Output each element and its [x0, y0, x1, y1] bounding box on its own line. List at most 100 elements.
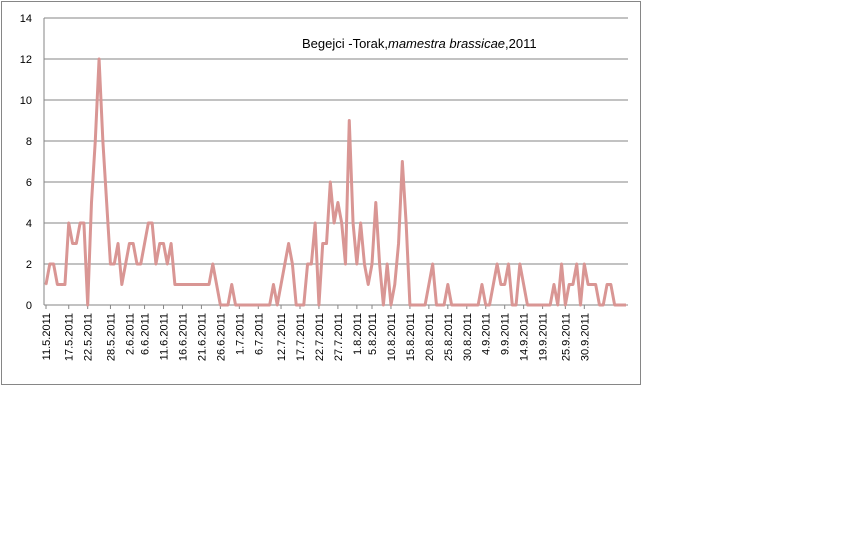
y-tick-label: 0 [26, 300, 32, 312]
data-point [60, 283, 62, 286]
x-tick-label: 14.9.2011 [519, 313, 531, 361]
data-point [424, 304, 426, 306]
gridlines [43, 17, 628, 306]
data-point [102, 140, 104, 142]
x-tick-label: 27.7.2011 [333, 313, 345, 361]
data-point [158, 242, 161, 245]
data-point [484, 304, 487, 306]
data-point [367, 283, 370, 286]
x-tick-label: 15.8.2011 [405, 313, 417, 361]
data-point [443, 304, 445, 306]
data-point [196, 283, 199, 286]
line-chart: 0 2 4 6 8 10 12 14 11.5.2011 17.5.2011 22.5.2011 2… [20, 13, 628, 361]
data-point [75, 242, 78, 245]
x-axis-ticks: 11.5.2011 17.5.2011 22.5.2011 28.5.2011 2.6.… [41, 305, 591, 361]
x-tick-label: 10.8.2011 [386, 313, 398, 361]
data-point [526, 304, 529, 306]
x-tick-label: 5.8.2011 [367, 313, 379, 355]
data-point [193, 283, 195, 286]
data-point [454, 304, 457, 306]
data-point [492, 283, 495, 286]
x-tick-label: 21.6.2011 [196, 313, 208, 361]
y-tick-label: 14 [20, 13, 32, 25]
data-point [572, 283, 574, 286]
data-point [132, 242, 134, 245]
data-point [79, 222, 81, 224]
data-point [477, 304, 479, 306]
data-point [363, 263, 366, 265]
data-point [375, 201, 377, 204]
data-point [249, 304, 252, 306]
x-tick-label: 25.9.2011 [560, 313, 572, 361]
data-point [393, 283, 396, 286]
data-point [121, 283, 123, 286]
x-tick-label: 11.5.2011 [41, 313, 53, 360]
data-point [344, 263, 347, 265]
data-point [348, 119, 351, 122]
data-point [481, 283, 483, 286]
data-point [469, 304, 472, 306]
series-line [44, 57, 626, 307]
data-point [67, 222, 70, 224]
data-point [257, 304, 260, 306]
data-point [272, 283, 275, 286]
data-point [211, 263, 214, 265]
data-point [234, 304, 237, 306]
data-point [147, 222, 150, 224]
data-point [587, 283, 589, 286]
data-point [450, 304, 453, 306]
data-point [64, 283, 66, 286]
data-point [325, 242, 328, 245]
data-point [431, 263, 434, 265]
data-point [333, 222, 335, 224]
y-tick-label: 2 [26, 259, 32, 271]
data-point [553, 283, 555, 286]
data-point [310, 263, 313, 265]
x-tick-label: 19.9.2011 [538, 313, 550, 361]
title-part-2: mamestra brassicae [388, 36, 505, 51]
chart-title: Begejci -Torak,mamestra brassicae,2011 [302, 36, 537, 51]
data-point [473, 304, 476, 306]
data-point [265, 304, 267, 306]
y-tick-label: 12 [20, 54, 32, 66]
data-point [139, 263, 142, 265]
title-part-1: Begejci -Torak, [302, 36, 388, 51]
data-point [128, 242, 131, 245]
data-point [568, 283, 570, 286]
data-point [613, 304, 616, 306]
data-point [511, 304, 514, 306]
data-point [610, 283, 612, 286]
title-part-3: ,2011 [505, 36, 537, 51]
data-point [314, 222, 316, 224]
x-tick-label: 20.8.2011 [424, 313, 436, 361]
data-point [302, 304, 305, 306]
x-tick-label: 16.6.2011 [177, 313, 189, 361]
data-point [71, 242, 74, 245]
data-point [488, 304, 491, 306]
data-point [534, 304, 536, 306]
data-point [284, 263, 286, 265]
x-tick-label: 4.9.2011 [481, 313, 493, 355]
data-point [162, 242, 165, 245]
data-point [579, 304, 582, 306]
data-point [371, 263, 373, 265]
data-point [340, 222, 343, 224]
data-point [219, 304, 222, 306]
chart-area: 0 2 4 6 8 10 12 14 11.5.2011 17.5.2011 22.5.2011 2… [1, 1, 641, 385]
data-point [155, 263, 157, 265]
data-point [545, 304, 548, 306]
x-tick-label: 30.9.2011 [579, 313, 591, 361]
data-point [318, 304, 320, 306]
data-point [583, 263, 586, 265]
data-point [215, 283, 218, 286]
data-point [56, 283, 59, 286]
data-point [181, 283, 184, 286]
data-point [428, 283, 430, 286]
x-tick-label: 11.6.2011 [159, 313, 171, 360]
data-point [200, 283, 203, 286]
data-point [409, 304, 411, 306]
data-point [439, 304, 442, 306]
x-tick-label: 25.8.2011 [443, 313, 455, 361]
y-tick-label: 6 [26, 177, 32, 189]
data-point [591, 283, 593, 286]
